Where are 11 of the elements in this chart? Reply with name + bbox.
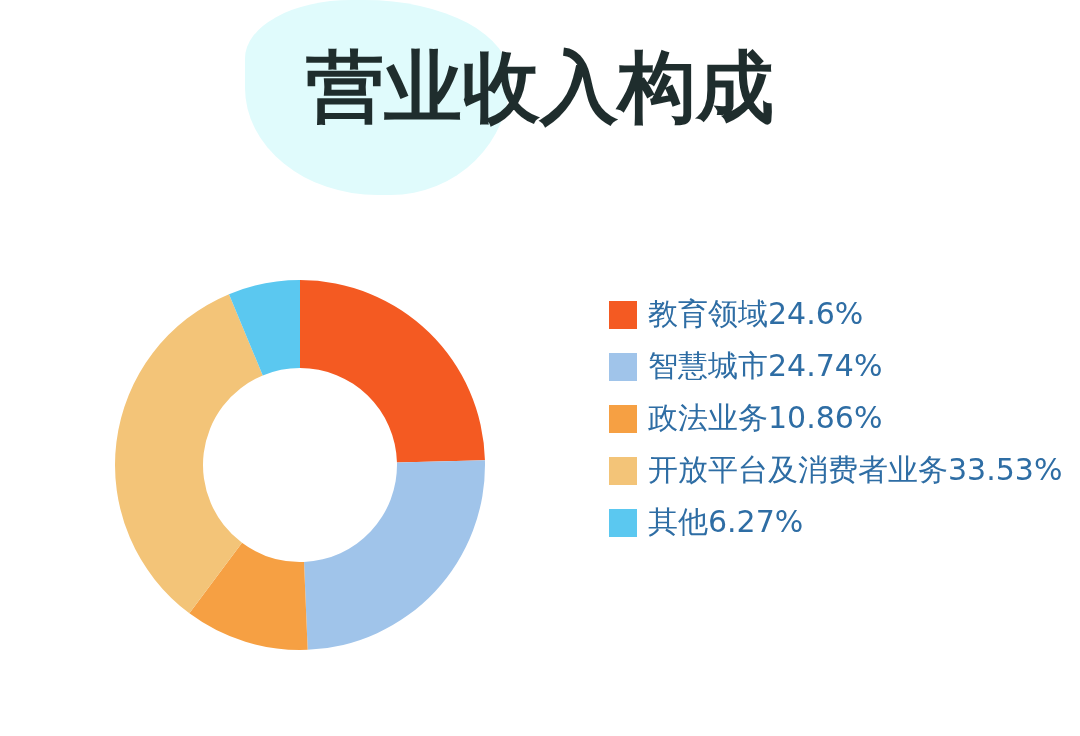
legend-label: 智慧城市24.74% xyxy=(648,348,883,383)
donut-slice xyxy=(304,460,485,650)
chart-title: 营业收入构成 xyxy=(306,42,774,132)
legend-label: 其他6.27% xyxy=(648,504,804,539)
legend-label: 政法业务10.86% xyxy=(648,400,883,435)
donut-slice xyxy=(189,542,308,650)
legend-label: 教育领域24.6% xyxy=(648,296,864,331)
legend-label: 开放平台及消费者业务33.53% xyxy=(648,452,1063,487)
donut-slice xyxy=(300,280,485,463)
donut-slice xyxy=(115,294,263,614)
donut-slice xyxy=(228,280,300,376)
